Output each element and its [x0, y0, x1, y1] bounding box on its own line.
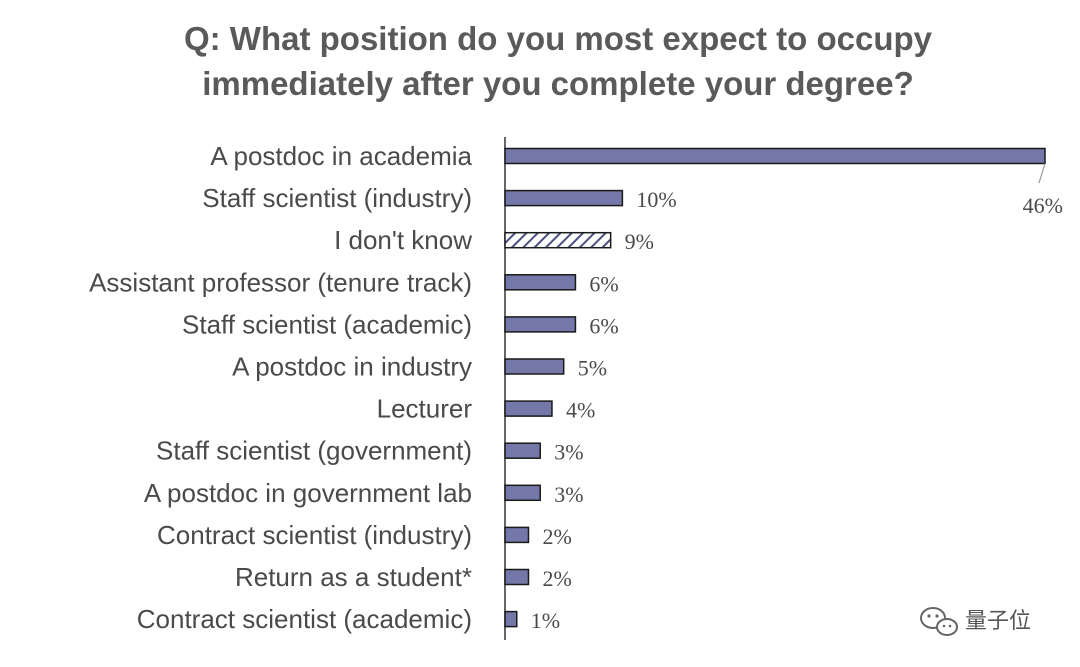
- data-label-return-as-a-student: 2%: [542, 566, 571, 591]
- leader-line-a-postdoc-in-academia: [1038, 163, 1046, 184]
- category-label-lecturer: Lecturer: [377, 394, 473, 424]
- bar-lecturer: [504, 400, 553, 417]
- bar-contract-scientist-industry: [504, 526, 530, 544]
- data-label-a-postdoc-in-government-lab: 3%: [554, 482, 583, 507]
- wechat-icon: [920, 607, 958, 636]
- bar-a-postdoc-in-government-lab: [504, 484, 541, 502]
- bar-staff-scientist-government: [504, 442, 541, 459]
- bar-staff-scientist-academic: [504, 316, 577, 333]
- bar-a-postdoc-in-industry: [504, 358, 565, 375]
- data-label-staff-scientist-academic: 6%: [589, 313, 618, 338]
- category-label-return-as-a-student: Return as a student*: [235, 562, 472, 592]
- data-label-contract-scientist-academic: 1%: [531, 608, 560, 633]
- data-labels: 46% 10% 9% 6% 6% 5% 4% 3% 3% 2% 2% 1%: [531, 163, 1063, 633]
- category-label-a-postdoc-in-industry: A postdoc in industry: [232, 352, 472, 382]
- watermark-text: 量子位: [965, 609, 1031, 634]
- bar-contract-scientist-academic: [504, 610, 518, 628]
- bar-assistant-professor-tenure-track: [504, 274, 577, 291]
- data-label-lecturer: 4%: [566, 398, 595, 423]
- category-label-a-postdoc-in-government-lab: A postdoc in government lab: [144, 478, 472, 508]
- data-label-staff-scientist-government: 3%: [554, 440, 583, 465]
- category-label-i-don-t-know: I don't know: [334, 225, 472, 255]
- category-label-contract-scientist-industry: Contract scientist (industry): [157, 520, 472, 550]
- category-labels: A postdoc in academia Staff scientist (in…: [89, 141, 472, 634]
- chart-title-line-2: immediately after you complete your degr…: [202, 65, 914, 102]
- chart-title: Q: What position do you most expect to o…: [184, 20, 933, 102]
- watermark: 量子位: [920, 607, 1031, 636]
- bar-staff-scientist-industry: [504, 189, 624, 207]
- category-label-a-postdoc-in-academia: A postdoc in academia: [210, 141, 472, 171]
- bar-a-postdoc-in-academia: [504, 147, 1046, 165]
- data-label-contract-scientist-industry: 2%: [542, 524, 571, 549]
- category-label-staff-scientist-academic: Staff scientist (academic): [182, 309, 472, 339]
- chart-title-line-1: Q: What position do you most expect to o…: [184, 20, 933, 57]
- category-label-contract-scientist-academic: Contract scientist (academic): [137, 604, 472, 634]
- category-label-staff-scientist-industry: Staff scientist (industry): [202, 183, 472, 213]
- data-label-assistant-professor-tenure-track: 6%: [589, 271, 618, 296]
- bars: [504, 147, 1046, 628]
- data-label-a-postdoc-in-industry: 5%: [578, 356, 607, 381]
- category-label-staff-scientist-government: Staff scientist (government): [156, 436, 472, 466]
- data-label-i-don-t-know: 9%: [625, 229, 654, 254]
- category-label-assistant-professor-tenure-track: Assistant professor (tenure track): [89, 267, 472, 297]
- bar-i-don-t-know: [504, 231, 612, 249]
- bar-return-as-a-student: [504, 568, 530, 586]
- data-label-a-postdoc-in-academia: 46%: [1023, 193, 1063, 218]
- data-label-staff-scientist-industry: 10%: [636, 187, 676, 212]
